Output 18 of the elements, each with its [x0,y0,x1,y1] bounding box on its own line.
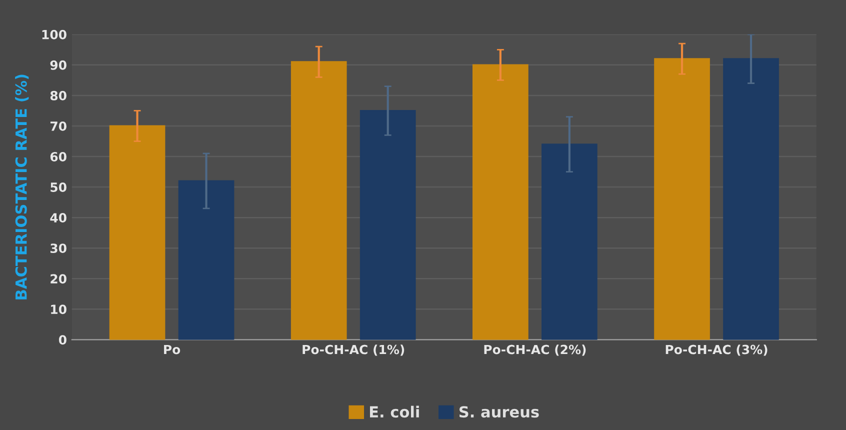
y-tick-label: 20 [50,274,66,284]
y-tick-label: 0 [58,335,66,345]
y-tick-label: 100 [42,30,66,40]
y-tick-label: 10 [51,304,66,314]
x-tick-label: Po [164,344,180,354]
y-tick-label: 70 [50,121,66,131]
y-tick-label: 90 [50,60,66,70]
legend-label: S. aureus [459,406,539,418]
y-tick-label: 60 [50,152,66,162]
legend-label: E. coli [370,406,419,418]
x-tick-label: Po-CH-AC (3%) [666,344,768,356]
y-tick-label: 40 [50,213,66,223]
y-axis-title: BACTERIOSTATIC RATE (%) [15,74,29,300]
x-tick-label: Po-CH-AC (2%) [484,344,586,356]
y-tick-label: 80 [50,90,66,100]
y-tick-label: 30 [50,244,66,254]
x-tick-label: Po-CH-AC (1%) [302,344,404,356]
y-tick-label: 50 [50,182,66,192]
